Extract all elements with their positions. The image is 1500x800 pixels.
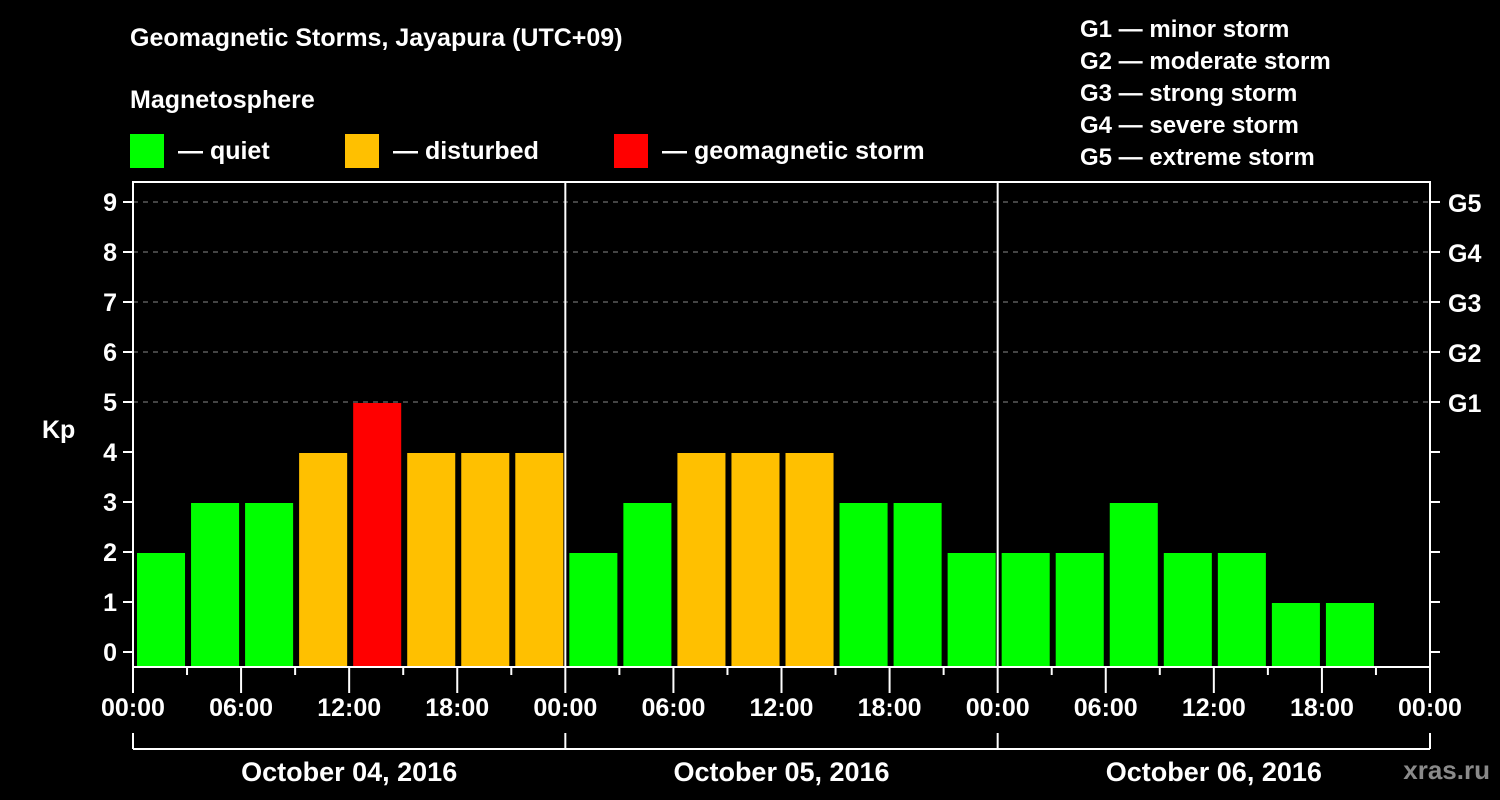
y-tick-label: 4 [103, 439, 117, 467]
kp-bar [1001, 553, 1050, 667]
kp-bar [947, 553, 996, 667]
kp-bar [353, 403, 402, 667]
kp-bar [245, 503, 294, 667]
storm-swatch [614, 134, 648, 168]
x-tick-label: 06:00 [209, 694, 273, 722]
kp-bar [569, 553, 618, 667]
legend-quiet-label: — quiet [178, 136, 270, 165]
x-tick-label: 12:00 [750, 694, 814, 722]
x-tick-label: 00:00 [966, 694, 1030, 722]
watermark: xras.ru [1403, 755, 1490, 785]
y-axis-label: Kp [42, 416, 75, 444]
y-tick-label: 9 [103, 189, 117, 217]
y-tick-label: 2 [103, 539, 117, 567]
y-tick-label: 1 [103, 589, 117, 617]
kp-bar [1325, 603, 1374, 667]
kp-bar [1055, 553, 1104, 667]
day-label: October 04, 2016 [241, 757, 457, 787]
g5-description: G5 — extreme storm [1080, 144, 1315, 171]
x-tick-label: 12:00 [317, 694, 381, 722]
kp-bar [731, 453, 780, 667]
g2-description: G2 — moderate storm [1080, 48, 1331, 75]
legend-disturbed-label: — disturbed [393, 136, 539, 165]
y-tick-label: 0 [103, 639, 117, 667]
storm-scale-legend: G1 — minor storm G2 — moderate storm G3 … [1080, 14, 1331, 174]
legend-storm: — geomagnetic storm [614, 134, 925, 168]
g-scale-label: G5 [1448, 190, 1481, 218]
kp-bar [1217, 553, 1266, 667]
kp-bar [785, 453, 834, 667]
y-tick-label: 8 [103, 239, 117, 267]
g4-description: G4 — severe storm [1080, 112, 1299, 139]
g-scale-label: G3 [1448, 290, 1481, 318]
kp-bar [191, 503, 240, 667]
kp-bar [677, 453, 726, 667]
y-tick-label: 7 [103, 289, 117, 317]
g3-description: G3 — strong storm [1080, 80, 1298, 107]
kp-bar [839, 503, 888, 667]
g-scale-label: G1 [1448, 390, 1481, 418]
kp-bar [407, 453, 456, 667]
g-scale-label: G2 [1448, 340, 1481, 368]
kp-bar [893, 503, 942, 667]
g-scale-label: G4 [1448, 240, 1481, 268]
x-tick-label: 18:00 [1290, 694, 1354, 722]
chart-title: Geomagnetic Storms, Jayapura (UTC+09) [130, 24, 623, 52]
legend-disturbed: — disturbed [345, 134, 539, 168]
day-label: October 06, 2016 [1106, 757, 1322, 787]
kp-bar [623, 503, 672, 667]
x-tick-label: 00:00 [101, 694, 165, 722]
day-label: October 05, 2016 [673, 757, 889, 787]
kp-bar [299, 453, 348, 667]
kp-bar [1163, 553, 1212, 667]
y-tick-label: 3 [103, 489, 117, 517]
x-tick-label: 12:00 [1182, 694, 1246, 722]
x-tick-label: 06:00 [641, 694, 705, 722]
kp-bar [1109, 503, 1158, 667]
x-tick-label: 00:00 [533, 694, 597, 722]
legend-quiet: — quiet [130, 134, 270, 168]
kp-bar [137, 553, 186, 667]
y-tick-label: 6 [103, 339, 117, 367]
x-tick-label: 18:00 [858, 694, 922, 722]
x-tick-label: 18:00 [425, 694, 489, 722]
legend-storm-label: — geomagnetic storm [662, 136, 925, 165]
legend-heading: Magnetosphere [130, 86, 315, 114]
kp-bar [1271, 603, 1320, 667]
disturbed-swatch [345, 134, 379, 168]
y-tick-label: 5 [103, 389, 117, 417]
x-tick-label: 06:00 [1074, 694, 1138, 722]
kp-bar [515, 453, 564, 667]
g1-description: G1 — minor storm [1080, 16, 1290, 43]
quiet-swatch [130, 134, 164, 168]
x-tick-label: 00:00 [1398, 694, 1462, 722]
kp-bar [461, 453, 510, 667]
